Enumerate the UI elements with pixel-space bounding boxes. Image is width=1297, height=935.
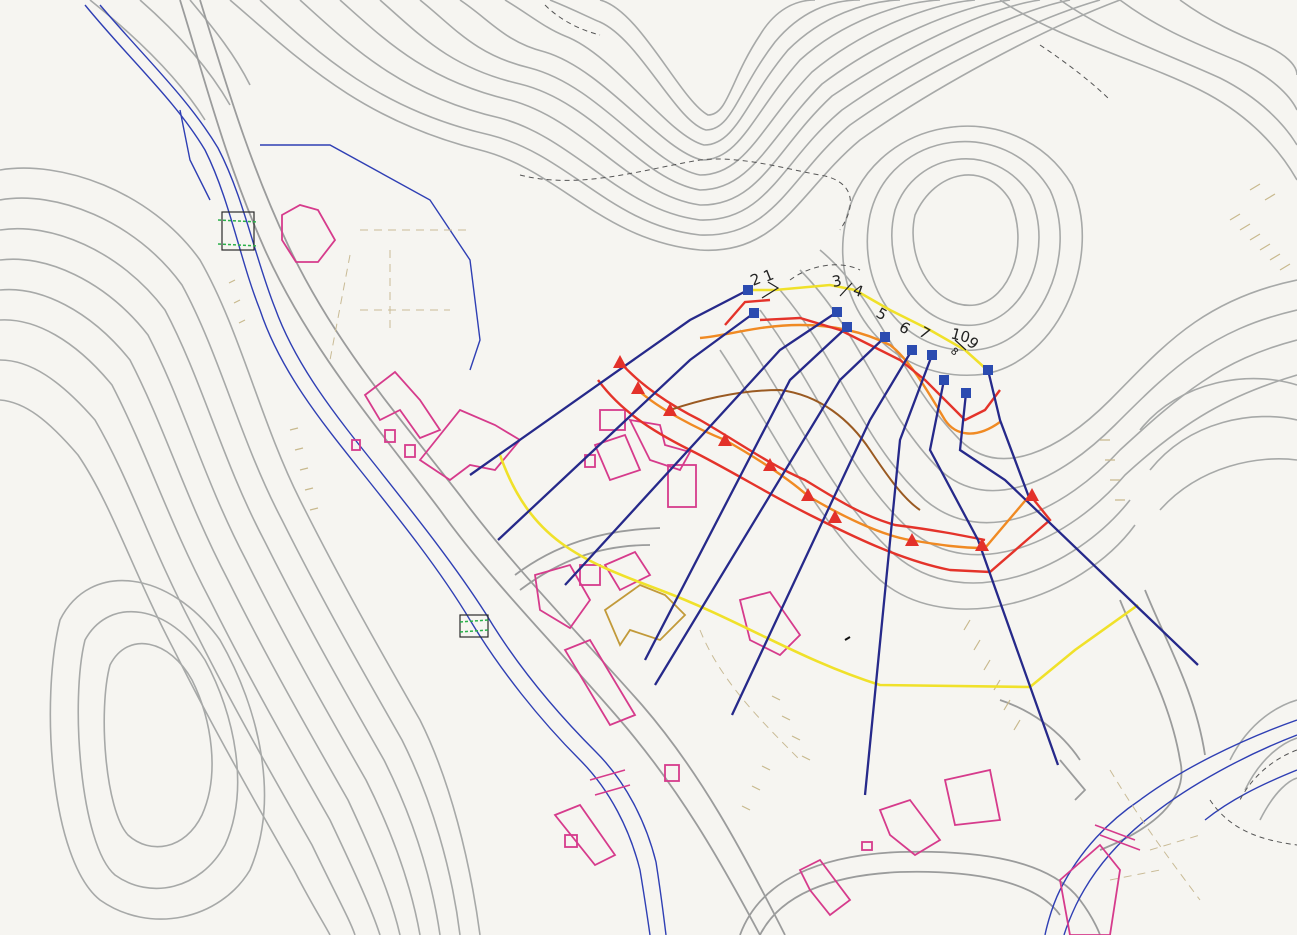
- red-outer-line: [597, 379, 1052, 574]
- contour-lines: [229, 0, 1297, 821]
- source-square-10: [983, 365, 993, 375]
- profile-ray-10: [986, 369, 1032, 501]
- hazard-markers: [613, 355, 1039, 551]
- triangle-marker-1: [613, 355, 627, 368]
- red-inner-line: [619, 361, 986, 542]
- profile-ray-9: [958, 392, 1199, 666]
- profile-ray-6: [730, 349, 913, 716]
- source-square-9: [961, 388, 971, 398]
- label-ticks: [761, 281, 967, 351]
- roads: [179, 0, 1206, 935]
- source-square-1: [743, 285, 753, 295]
- profile-ray-1: [469, 288, 749, 476]
- source-square-8: [939, 375, 949, 385]
- profile-label-7: 7: [916, 323, 933, 343]
- triangle-marker-4: [718, 433, 732, 446]
- yellow-zone-boundary: [498, 454, 1139, 689]
- triangle-marker-9: [975, 538, 989, 551]
- source-markers: [743, 285, 993, 398]
- dashed-lines: [329, 4, 1297, 901]
- source-square-5: [880, 332, 890, 342]
- orange-top-line: [699, 323, 1001, 435]
- profile-label-1: 1: [761, 265, 777, 285]
- highlighted-building: [603, 583, 687, 647]
- profile-rays: [469, 288, 1199, 796]
- hazard-zones: [498, 283, 1139, 689]
- profile-ray-5: [654, 336, 886, 686]
- triangle-marker-5: [763, 458, 777, 471]
- rivers: [84, 4, 1297, 935]
- source-square-3: [832, 307, 842, 317]
- triangle-marker-3: [663, 403, 677, 416]
- triangle-marker-8: [905, 533, 919, 546]
- profile-ray-2: [497, 312, 755, 541]
- triangle-marker-7: [828, 510, 842, 523]
- embankment-hatches: [228, 183, 1291, 811]
- yellow-top-line: [745, 283, 986, 369]
- map-mark: [844, 636, 851, 641]
- profile-ray-7: [863, 354, 934, 796]
- triangle-marker-10: [1025, 488, 1039, 501]
- profile-label-8: 8: [948, 346, 960, 359]
- source-square-7: [927, 350, 937, 360]
- profile-ray-8: [928, 379, 1060, 766]
- profile-ray-4: [643, 326, 848, 661]
- profile-labels: 1 2 3 4 5 6 7 8 9 10: [748, 265, 983, 358]
- source-square-6: [907, 345, 917, 355]
- profile-ray-3: [564, 311, 838, 586]
- profile-label-5: 5: [873, 304, 890, 324]
- profile-label-3: 3: [831, 272, 844, 291]
- profile-label-10: 10: [949, 324, 972, 346]
- buildings: [281, 204, 1121, 935]
- triangle-marker-6: [801, 488, 815, 501]
- triangle-marker-2: [631, 381, 645, 394]
- source-square-2: [749, 308, 759, 318]
- source-square-4: [842, 322, 852, 332]
